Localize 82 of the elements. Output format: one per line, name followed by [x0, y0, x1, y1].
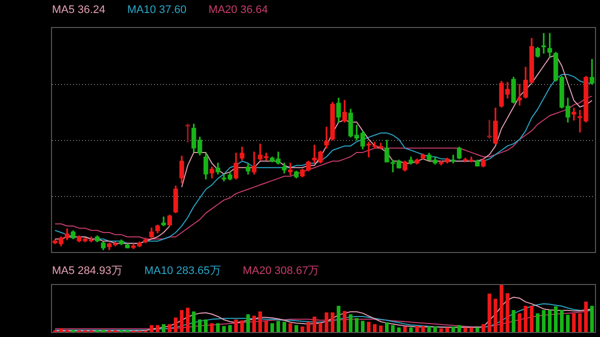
- bar: [512, 310, 516, 332]
- bar: [198, 319, 202, 332]
- bar: [246, 314, 250, 332]
- bar: [506, 293, 510, 332]
- bar: [415, 326, 419, 332]
- bar: [240, 320, 244, 332]
- bar: [336, 306, 340, 332]
- bar: [469, 327, 474, 332]
- bar: [409, 327, 413, 332]
- bar: [276, 320, 280, 332]
- bar: [566, 314, 570, 332]
- bar: [354, 318, 359, 332]
- bar: [542, 310, 546, 332]
- bar: [288, 323, 292, 332]
- bar: [204, 319, 208, 332]
- bar: [488, 294, 492, 332]
- bar: [378, 326, 383, 332]
- bar: [427, 326, 431, 332]
- bar: [348, 314, 352, 332]
- bar: [530, 306, 534, 332]
- bar: [264, 320, 268, 332]
- bar: [270, 323, 274, 332]
- bar: [252, 316, 256, 332]
- bar: [59, 328, 63, 332]
- bar: [482, 324, 486, 332]
- bar: [445, 327, 450, 332]
- text: MA10 283.65万: [144, 264, 221, 278]
- bar: [590, 306, 594, 332]
- bar: [536, 313, 540, 332]
- bar: [222, 326, 226, 332]
- bar: [433, 326, 437, 332]
- bar: [439, 328, 443, 332]
- bar: [258, 311, 262, 332]
- text: MA20 36.64: [208, 4, 268, 16]
- bar: [421, 326, 425, 332]
- bar: [306, 322, 310, 332]
- bar: [451, 326, 456, 332]
- bar: [168, 324, 172, 332]
- bar: [524, 306, 528, 332]
- bar: [397, 327, 401, 332]
- bar: [228, 325, 232, 332]
- bar: [282, 322, 286, 332]
- bar: [180, 310, 184, 332]
- bar: [476, 327, 480, 332]
- text: MA5 36.24: [52, 4, 106, 16]
- bar: [162, 324, 166, 332]
- bar: [192, 311, 196, 332]
- bar: [403, 326, 407, 332]
- bar: [494, 298, 498, 332]
- bar: [294, 325, 298, 332]
- bar: [372, 324, 377, 332]
- bar: [500, 285, 504, 332]
- bar: [210, 323, 214, 332]
- bar: [572, 313, 576, 332]
- bar: [518, 313, 522, 332]
- bar: [360, 320, 365, 332]
- text: MA5 284.93万: [52, 264, 122, 278]
- bar: [578, 313, 582, 332]
- bar: [186, 308, 190, 332]
- bar: [318, 322, 322, 332]
- bar: [385, 322, 389, 332]
- candlestick: [324, 126, 329, 148]
- text: MA10 37.60: [127, 4, 187, 16]
- bar: [548, 310, 552, 332]
- bar: [342, 310, 346, 332]
- bar: [391, 325, 395, 332]
- bar: [324, 312, 328, 332]
- bar: [330, 312, 334, 332]
- bar: [216, 323, 220, 332]
- bar: [366, 322, 371, 332]
- bar: [312, 316, 316, 332]
- bar: [463, 327, 468, 332]
- bar: [560, 310, 564, 332]
- bar: [150, 325, 154, 332]
- bar: [156, 325, 160, 332]
- bar: [457, 325, 462, 332]
- bar: [300, 326, 304, 332]
- bar: [554, 306, 558, 332]
- bar: [584, 302, 588, 332]
- bar: [234, 319, 238, 332]
- text: MA20 308.67万: [242, 264, 320, 278]
- bar: [174, 318, 178, 332]
